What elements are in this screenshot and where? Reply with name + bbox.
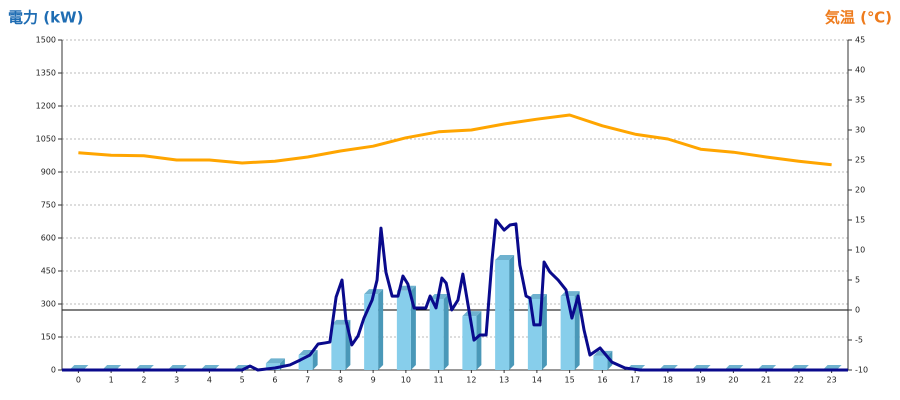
x-tick-label: 11 xyxy=(434,376,444,385)
x-tick-label: 9 xyxy=(371,376,376,385)
x-tick-label: 1 xyxy=(109,376,114,385)
x-tick-label: 8 xyxy=(338,376,343,385)
y2-tick-label: 10 xyxy=(855,246,865,255)
y2-tick-label: 20 xyxy=(855,186,865,195)
x-tick-label: 20 xyxy=(728,376,738,385)
y-tick-label: 900 xyxy=(41,168,56,177)
y2-tick-label: 45 xyxy=(855,36,865,45)
line xyxy=(78,113,832,167)
y-tick-label: 750 xyxy=(41,201,56,210)
bar xyxy=(429,293,449,370)
x-tick-label: 17 xyxy=(630,376,640,385)
y-tick-label: 0 xyxy=(51,366,56,375)
bar-front xyxy=(462,316,477,370)
x-tick-label: 4 xyxy=(207,376,212,385)
bar-top xyxy=(495,255,515,260)
y-tick-label: 1050 xyxy=(36,135,56,144)
x-tick-label: 15 xyxy=(565,376,575,385)
x-tick-label: 10 xyxy=(401,376,411,385)
line xyxy=(62,218,848,372)
bar-side xyxy=(541,293,547,370)
y-tick-label: 600 xyxy=(41,234,56,243)
x-tick-label: 21 xyxy=(761,376,771,385)
x-tick-label: 2 xyxy=(141,376,146,385)
x-tick-label: 13 xyxy=(499,376,509,385)
y2-tick-label: 35 xyxy=(855,96,865,105)
x-tick-label: 7 xyxy=(305,376,310,385)
bar-side xyxy=(476,311,482,370)
bar xyxy=(331,319,351,370)
y2-tick-label: 5 xyxy=(855,276,860,285)
y2-tick-label: 30 xyxy=(855,126,865,135)
x-tick-label: 18 xyxy=(663,376,673,385)
x-tick-label: 16 xyxy=(597,376,607,385)
y-tick-label: 150 xyxy=(41,333,56,342)
x-tick-label: 6 xyxy=(272,376,277,385)
bar-front xyxy=(396,290,411,370)
bar-front xyxy=(495,260,510,370)
y2-tick-label: 0 xyxy=(855,306,860,315)
y-tick-label: 300 xyxy=(41,300,56,309)
bar-front xyxy=(593,355,608,370)
bar-top xyxy=(265,358,285,364)
y-tick-label: 1350 xyxy=(36,69,56,78)
bar xyxy=(364,289,384,370)
bar-side xyxy=(312,350,318,370)
x-tick-label: 23 xyxy=(827,376,837,385)
bar-side xyxy=(574,291,580,370)
y2-tick-label: -5 xyxy=(855,336,863,345)
bar xyxy=(495,255,515,370)
bar-top xyxy=(462,311,482,317)
x-tick-label: 22 xyxy=(794,376,804,385)
bar-front xyxy=(265,363,280,370)
y-tick-label: 450 xyxy=(41,267,56,276)
y2-tick-label: -10 xyxy=(855,366,868,375)
y2-tick-label: 40 xyxy=(855,66,865,75)
x-tick-label: 14 xyxy=(532,376,542,385)
x-tick-label: 19 xyxy=(696,376,706,385)
x-tick-label: 3 xyxy=(174,376,179,385)
y-axis-title: 電力 (kW) xyxy=(8,9,83,27)
y-tick-label: 1200 xyxy=(36,102,56,111)
y2-tick-label: 15 xyxy=(855,216,865,225)
x-tick-label: 5 xyxy=(240,376,245,385)
x-tick-label: 0 xyxy=(76,376,81,385)
bar-front xyxy=(331,324,346,370)
y2-tick-label: 25 xyxy=(855,156,865,165)
bar-side xyxy=(509,255,515,370)
bar-side xyxy=(443,293,449,370)
bar-front xyxy=(560,296,575,370)
y2-axis-title: 気温 (℃) xyxy=(825,9,892,27)
bar-front xyxy=(429,298,444,370)
y-tick-label: 1500 xyxy=(36,36,56,45)
bar-side xyxy=(378,289,384,370)
x-tick-label: 12 xyxy=(466,376,476,385)
